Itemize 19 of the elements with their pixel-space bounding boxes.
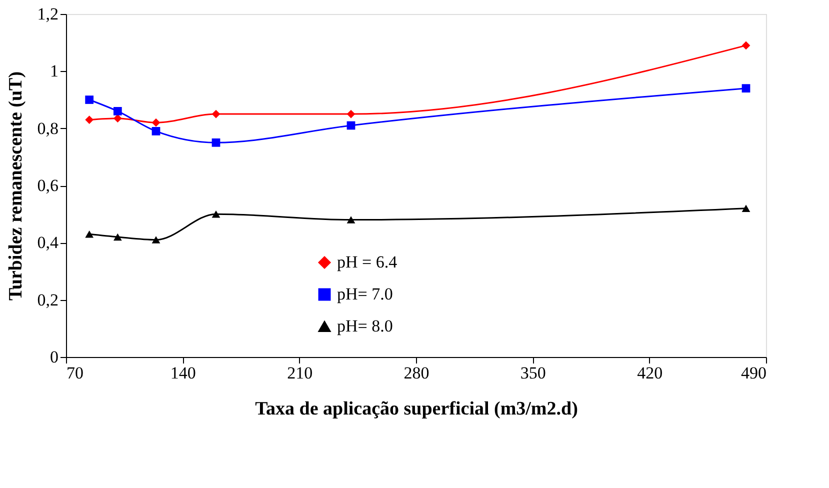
y-tick-label: 1,2 [37,4,58,24]
legend-label: pH= 8.0 [337,316,393,336]
x-tick-label: 350 [520,364,546,382]
legend-label: pH= 7.0 [337,284,393,304]
x-tick-label: 140 [170,364,196,382]
x-tick-label: 70 [66,364,84,382]
y-tick-label: 0,6 [37,176,58,195]
y-tick-label: 1 [50,62,58,81]
x-tick-label: 210 [287,364,313,382]
x-tick-label: 280 [404,364,430,382]
y-tick-label: 0,4 [37,233,59,252]
y-tick-label: 0,8 [37,118,58,138]
y-tick-label: 0,2 [37,290,58,310]
x-axis-title: Taxa de aplicação superficial (m3/m2.d) [255,398,578,420]
y-axis-title: Turbidez remanescente (uT) [5,71,26,301]
legend-label: pH = 6.4 [337,252,398,272]
x-tick-label: 490 [741,364,766,382]
y-tick-label: 0 [50,348,58,366]
x-tick-label: 420 [637,364,663,382]
